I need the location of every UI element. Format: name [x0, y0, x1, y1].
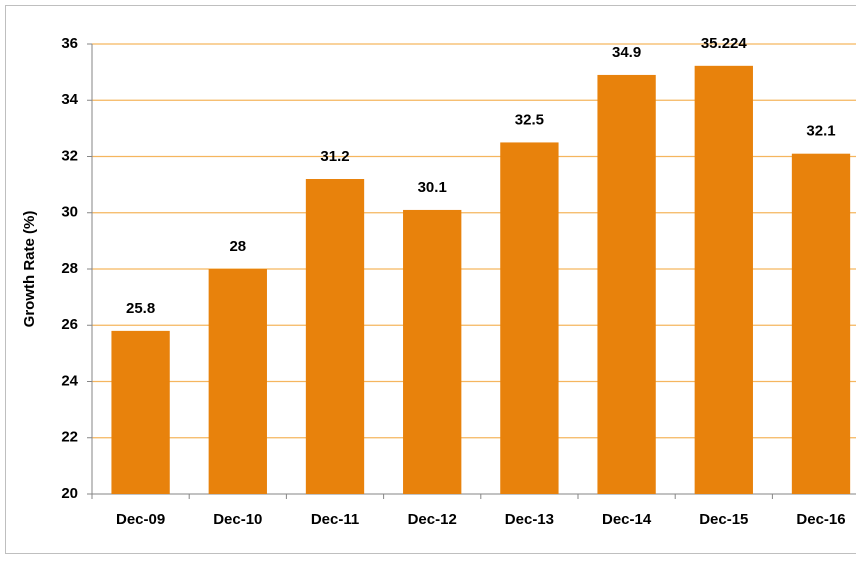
y-tick-label: 28	[61, 260, 78, 277]
y-tick-label: 26	[61, 316, 78, 333]
data-label: 32.5	[515, 111, 544, 128]
x-tick-label: Dec-16	[796, 511, 845, 528]
x-tick-label: Dec-09	[116, 511, 165, 528]
data-label: 25.8	[126, 300, 155, 317]
data-label: 31.2	[320, 148, 349, 165]
x-tick-label: Dec-12	[408, 511, 457, 528]
chart-frame	[5, 5, 856, 554]
data-label: 34.9	[612, 44, 641, 61]
y-tick-label: 30	[61, 204, 78, 221]
bar	[791, 153, 851, 494]
bar	[111, 330, 170, 494]
x-tick-label: Dec-14	[602, 511, 652, 528]
x-tick-label: Dec-11	[311, 511, 359, 528]
bar	[208, 269, 267, 494]
bar	[694, 65, 753, 494]
y-tick-label: 24	[61, 372, 78, 389]
y-tick-label: 20	[61, 485, 78, 502]
y-tick-label: 32	[61, 147, 78, 164]
bar	[597, 74, 656, 494]
data-label: 28	[229, 238, 246, 255]
data-label: 35.224	[701, 35, 748, 52]
y-axis-label: Growth Rate (%)	[21, 211, 38, 328]
bar	[500, 142, 559, 494]
y-tick-label: 36	[61, 35, 78, 52]
bar	[403, 209, 462, 494]
data-label: 30.1	[418, 179, 447, 196]
x-tick-label: Dec-13	[505, 511, 554, 528]
x-tick-label: Dec-10	[213, 511, 262, 528]
y-tick-label: 34	[61, 91, 78, 108]
x-tick-label: Dec-15	[699, 511, 748, 528]
bar	[305, 179, 365, 494]
data-label: 32.1	[806, 123, 835, 140]
y-tick-label: 22	[61, 429, 78, 446]
